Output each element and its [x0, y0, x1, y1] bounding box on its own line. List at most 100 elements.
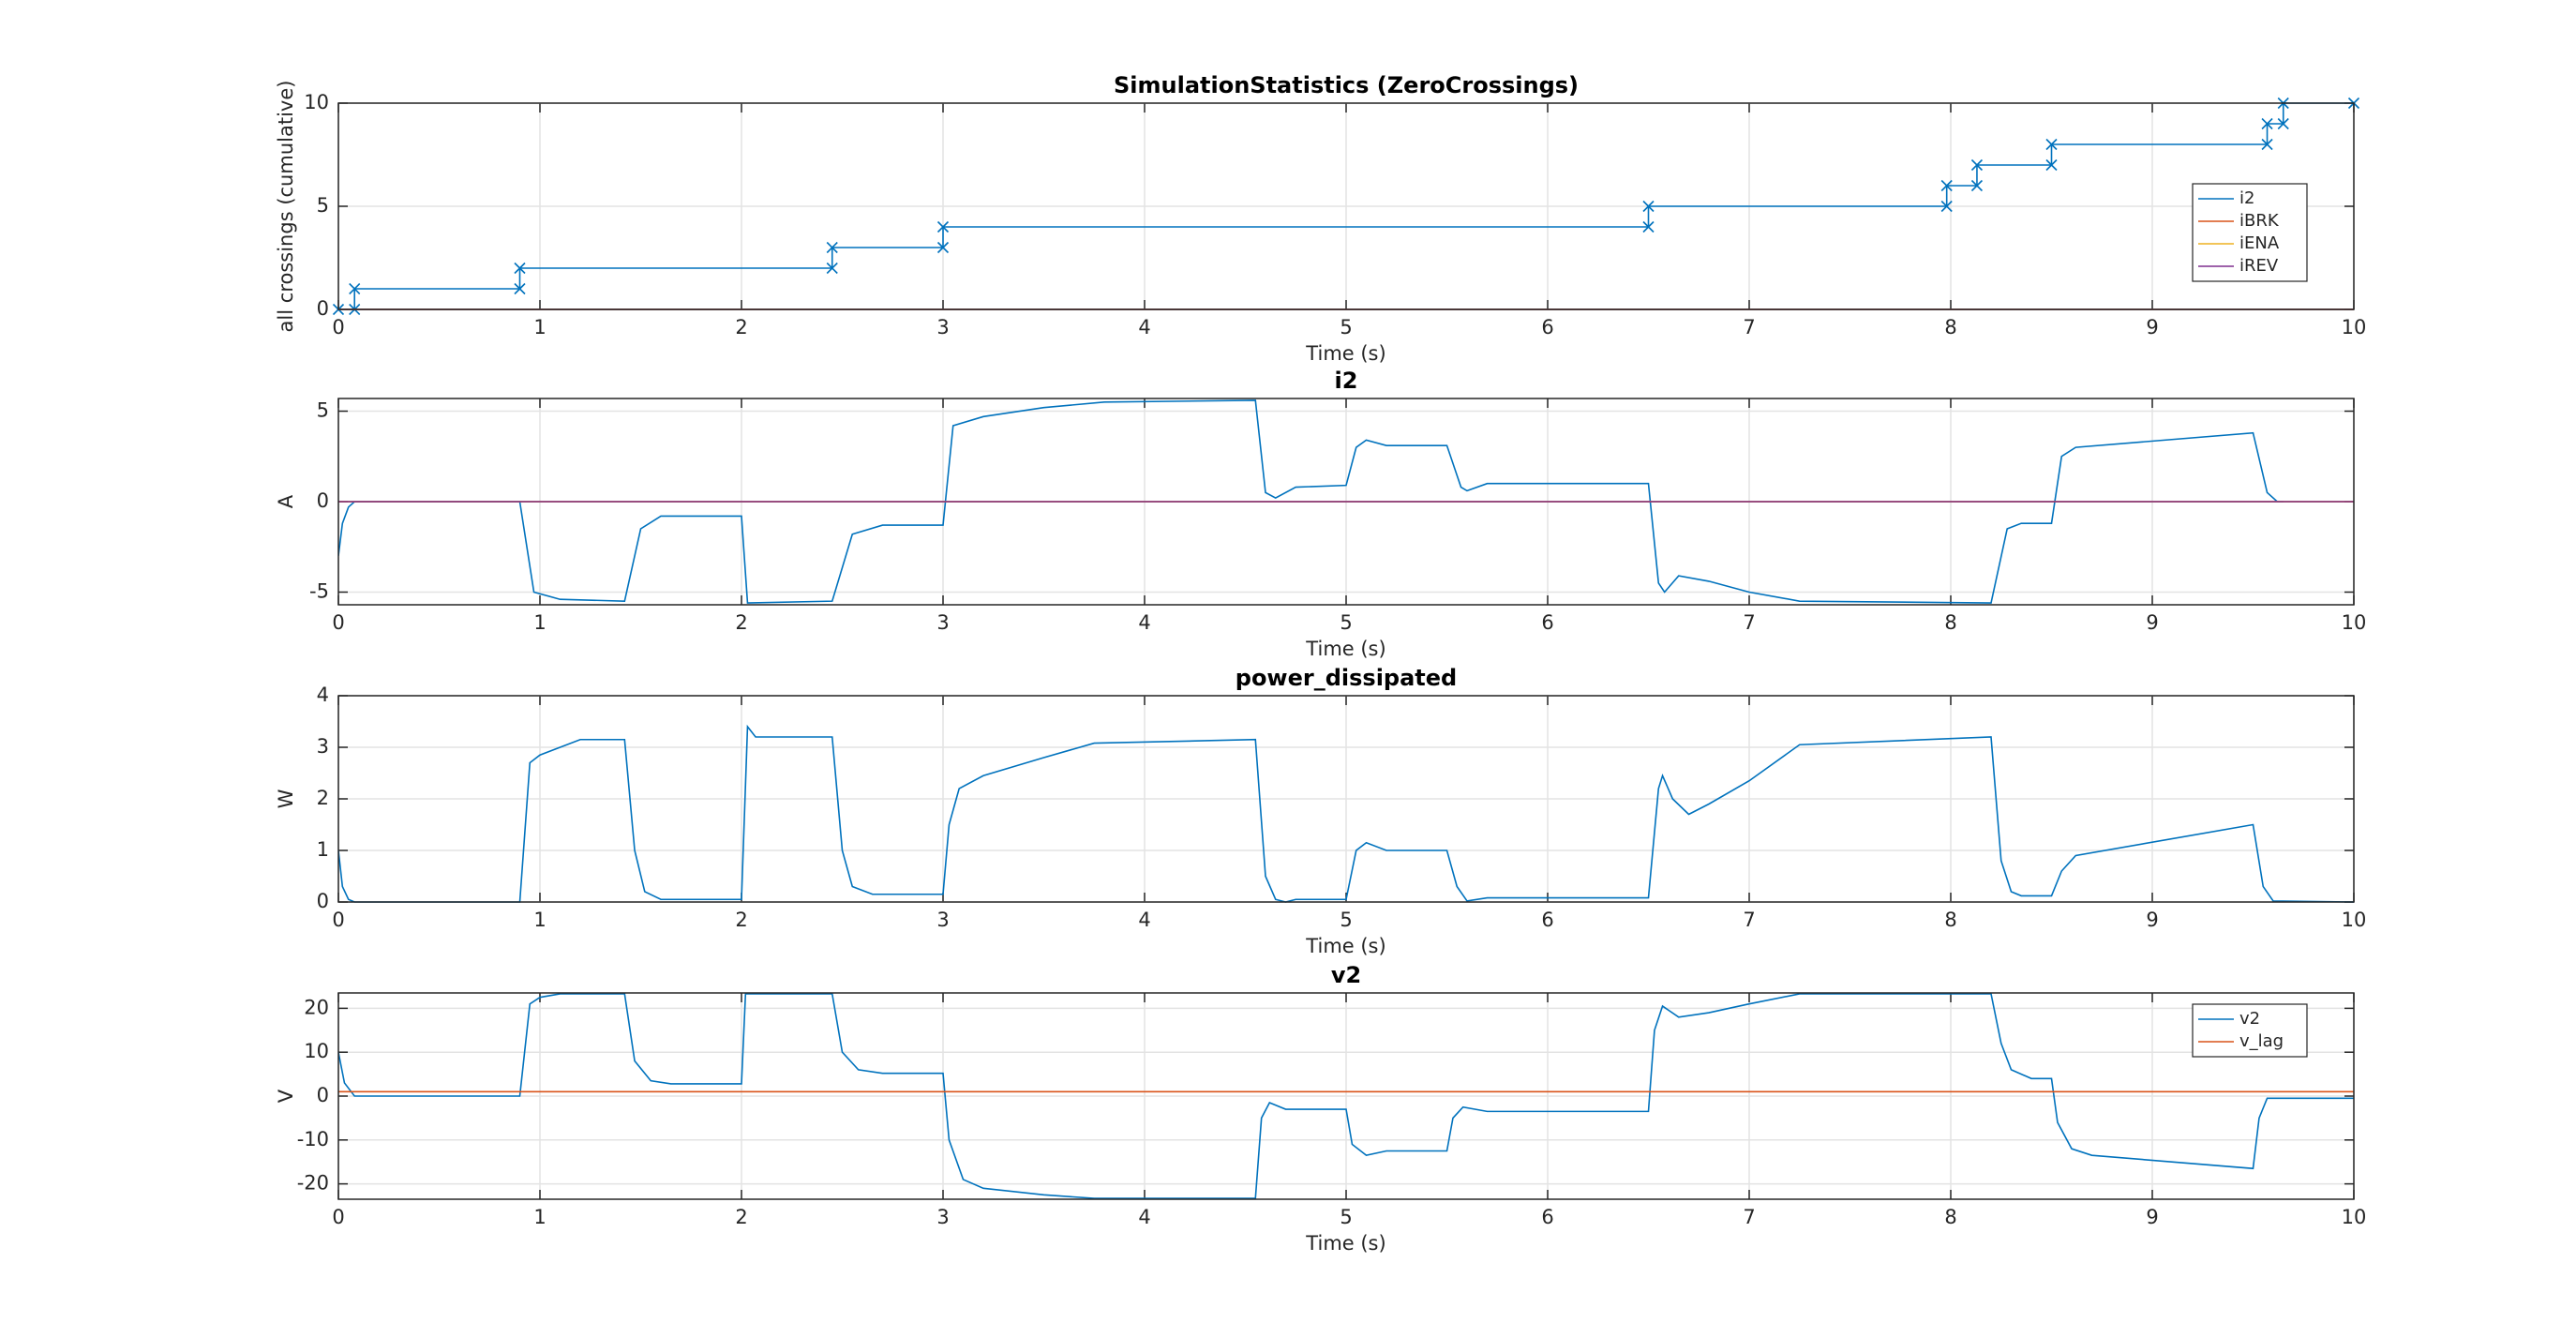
y-tick-label: 3 — [317, 735, 329, 758]
marker — [1642, 200, 1655, 213]
x-tick-label: 9 — [2146, 611, 2158, 634]
x-tick-label: 7 — [1743, 1206, 1755, 1228]
marker — [2261, 138, 2273, 151]
x-tick-label: 4 — [1138, 316, 1150, 338]
legend-box — [2192, 1003, 2308, 1058]
marker — [514, 262, 526, 275]
x-tick-label: 8 — [1944, 1206, 1956, 1228]
y-axis-label: W — [275, 789, 297, 808]
legend-label: i2 — [2239, 188, 2254, 208]
x-tick-label: 3 — [936, 316, 949, 338]
x-axis-label: Time (s) — [1305, 342, 1385, 365]
x-tick-label: 4 — [1138, 1206, 1150, 1228]
marker — [1642, 220, 1655, 233]
marker — [1970, 179, 1984, 192]
x-tick-label: 1 — [533, 909, 546, 931]
x-tick-label: 5 — [1340, 909, 1352, 931]
y-tick-label: -20 — [297, 1172, 329, 1195]
x-tick-label: 9 — [2146, 316, 2158, 338]
x-tick-label: 2 — [735, 1206, 747, 1228]
legend-box — [2192, 183, 2308, 282]
axes: 0 1 2 3 4 5 6 7 8 9 10 0 1 2 3 4 power_dissipated Time (s… — [275, 665, 2366, 957]
axes: 0 1 2 3 4 5 6 7 8 9 10 0 5 10 SimulationStatistics (Ze… — [275, 72, 2366, 365]
x-axis-label: Time (s) — [1305, 935, 1385, 957]
y-axis-label: A — [275, 494, 297, 508]
y-tick-label: 0 — [317, 890, 329, 912]
marker — [826, 262, 838, 275]
x-tick-label: 2 — [735, 611, 747, 634]
y-tick-label: -10 — [297, 1128, 329, 1150]
x-tick-label: 0 — [332, 316, 344, 338]
x-tick-label: 5 — [1340, 611, 1352, 634]
x-tick-label: 4 — [1138, 611, 1150, 634]
marker — [349, 282, 361, 295]
chart-title: i2 — [1335, 368, 1358, 394]
marker — [2045, 138, 2058, 151]
x-tick-label: 7 — [1743, 611, 1755, 634]
y-tick-label: 1 — [317, 838, 329, 861]
y-axis-label: V — [275, 1089, 297, 1103]
legend-label: v2 — [2239, 1009, 2260, 1029]
x-tick-label: 4 — [1138, 909, 1150, 931]
y-tick-label: 20 — [304, 996, 329, 1018]
x-tick-label: 5 — [1340, 1206, 1352, 1228]
y-tick-label: 10 — [304, 1040, 329, 1062]
x-tick-label: 2 — [735, 316, 747, 338]
x-tick-label: 1 — [533, 611, 546, 634]
x-tick-label: 1 — [533, 1206, 546, 1228]
x-tick-label: 1 — [533, 316, 546, 338]
chart-title: SimulationStatistics (ZeroCrossings) — [1114, 72, 1579, 98]
y-axis-label: all crossings (cumulative) — [275, 81, 297, 333]
x-tick-label: 8 — [1944, 316, 1956, 338]
y-tick-label: 5 — [317, 194, 329, 217]
marker — [936, 220, 950, 233]
y-tick-label: 4 — [317, 684, 329, 706]
marker — [936, 241, 950, 254]
x-tick-label: 0 — [332, 1206, 344, 1228]
x-tick-label: 2 — [735, 909, 747, 931]
legend-label: iBRK — [2239, 211, 2280, 231]
y-tick-label: 5 — [317, 399, 329, 422]
y-tick-label: 0 — [317, 1084, 329, 1106]
x-tick-label: 0 — [332, 909, 344, 931]
marker — [2277, 117, 2289, 130]
x-tick-label: 0 — [332, 611, 344, 634]
series-line — [338, 993, 2354, 1199]
x-tick-label: 6 — [1541, 1206, 1553, 1228]
x-tick-label: 8 — [1944, 909, 1956, 931]
axes-box — [337, 992, 2355, 1200]
marker — [1940, 200, 1953, 213]
x-tick-label: 9 — [2146, 1206, 2158, 1228]
chart-title: power_dissipated — [1236, 665, 1457, 691]
marker — [2261, 117, 2273, 130]
legend-label: iREV — [2239, 256, 2279, 276]
axes-box — [337, 102, 2355, 310]
y-tick-label: -5 — [309, 579, 329, 602]
y-tick-label: 2 — [317, 787, 329, 809]
x-tick-label: 7 — [1743, 909, 1755, 931]
x-tick-label: 7 — [1743, 316, 1755, 338]
x-axis-label: Time (s) — [1305, 638, 1385, 660]
x-tick-label: 3 — [936, 611, 949, 634]
x-tick-label: 10 — [2342, 1206, 2367, 1228]
y-tick-label: 0 — [317, 297, 329, 320]
marker — [2045, 158, 2058, 172]
x-tick-label: 10 — [2342, 909, 2367, 931]
axes-box — [337, 398, 2355, 606]
marker — [1970, 158, 1984, 172]
legend-label: iENA — [2239, 233, 2280, 253]
x-tick-label: 8 — [1944, 611, 1956, 634]
series-line — [338, 724, 2354, 903]
marker — [514, 282, 526, 295]
marker — [1940, 179, 1953, 192]
x-axis-label: Time (s) — [1305, 1232, 1385, 1255]
x-tick-label: 3 — [936, 1206, 949, 1228]
x-tick-label: 6 — [1541, 316, 1553, 338]
y-tick-label: 10 — [304, 91, 329, 113]
x-tick-label: 6 — [1541, 909, 1553, 931]
x-tick-label: 6 — [1541, 611, 1553, 634]
marker — [826, 241, 838, 254]
